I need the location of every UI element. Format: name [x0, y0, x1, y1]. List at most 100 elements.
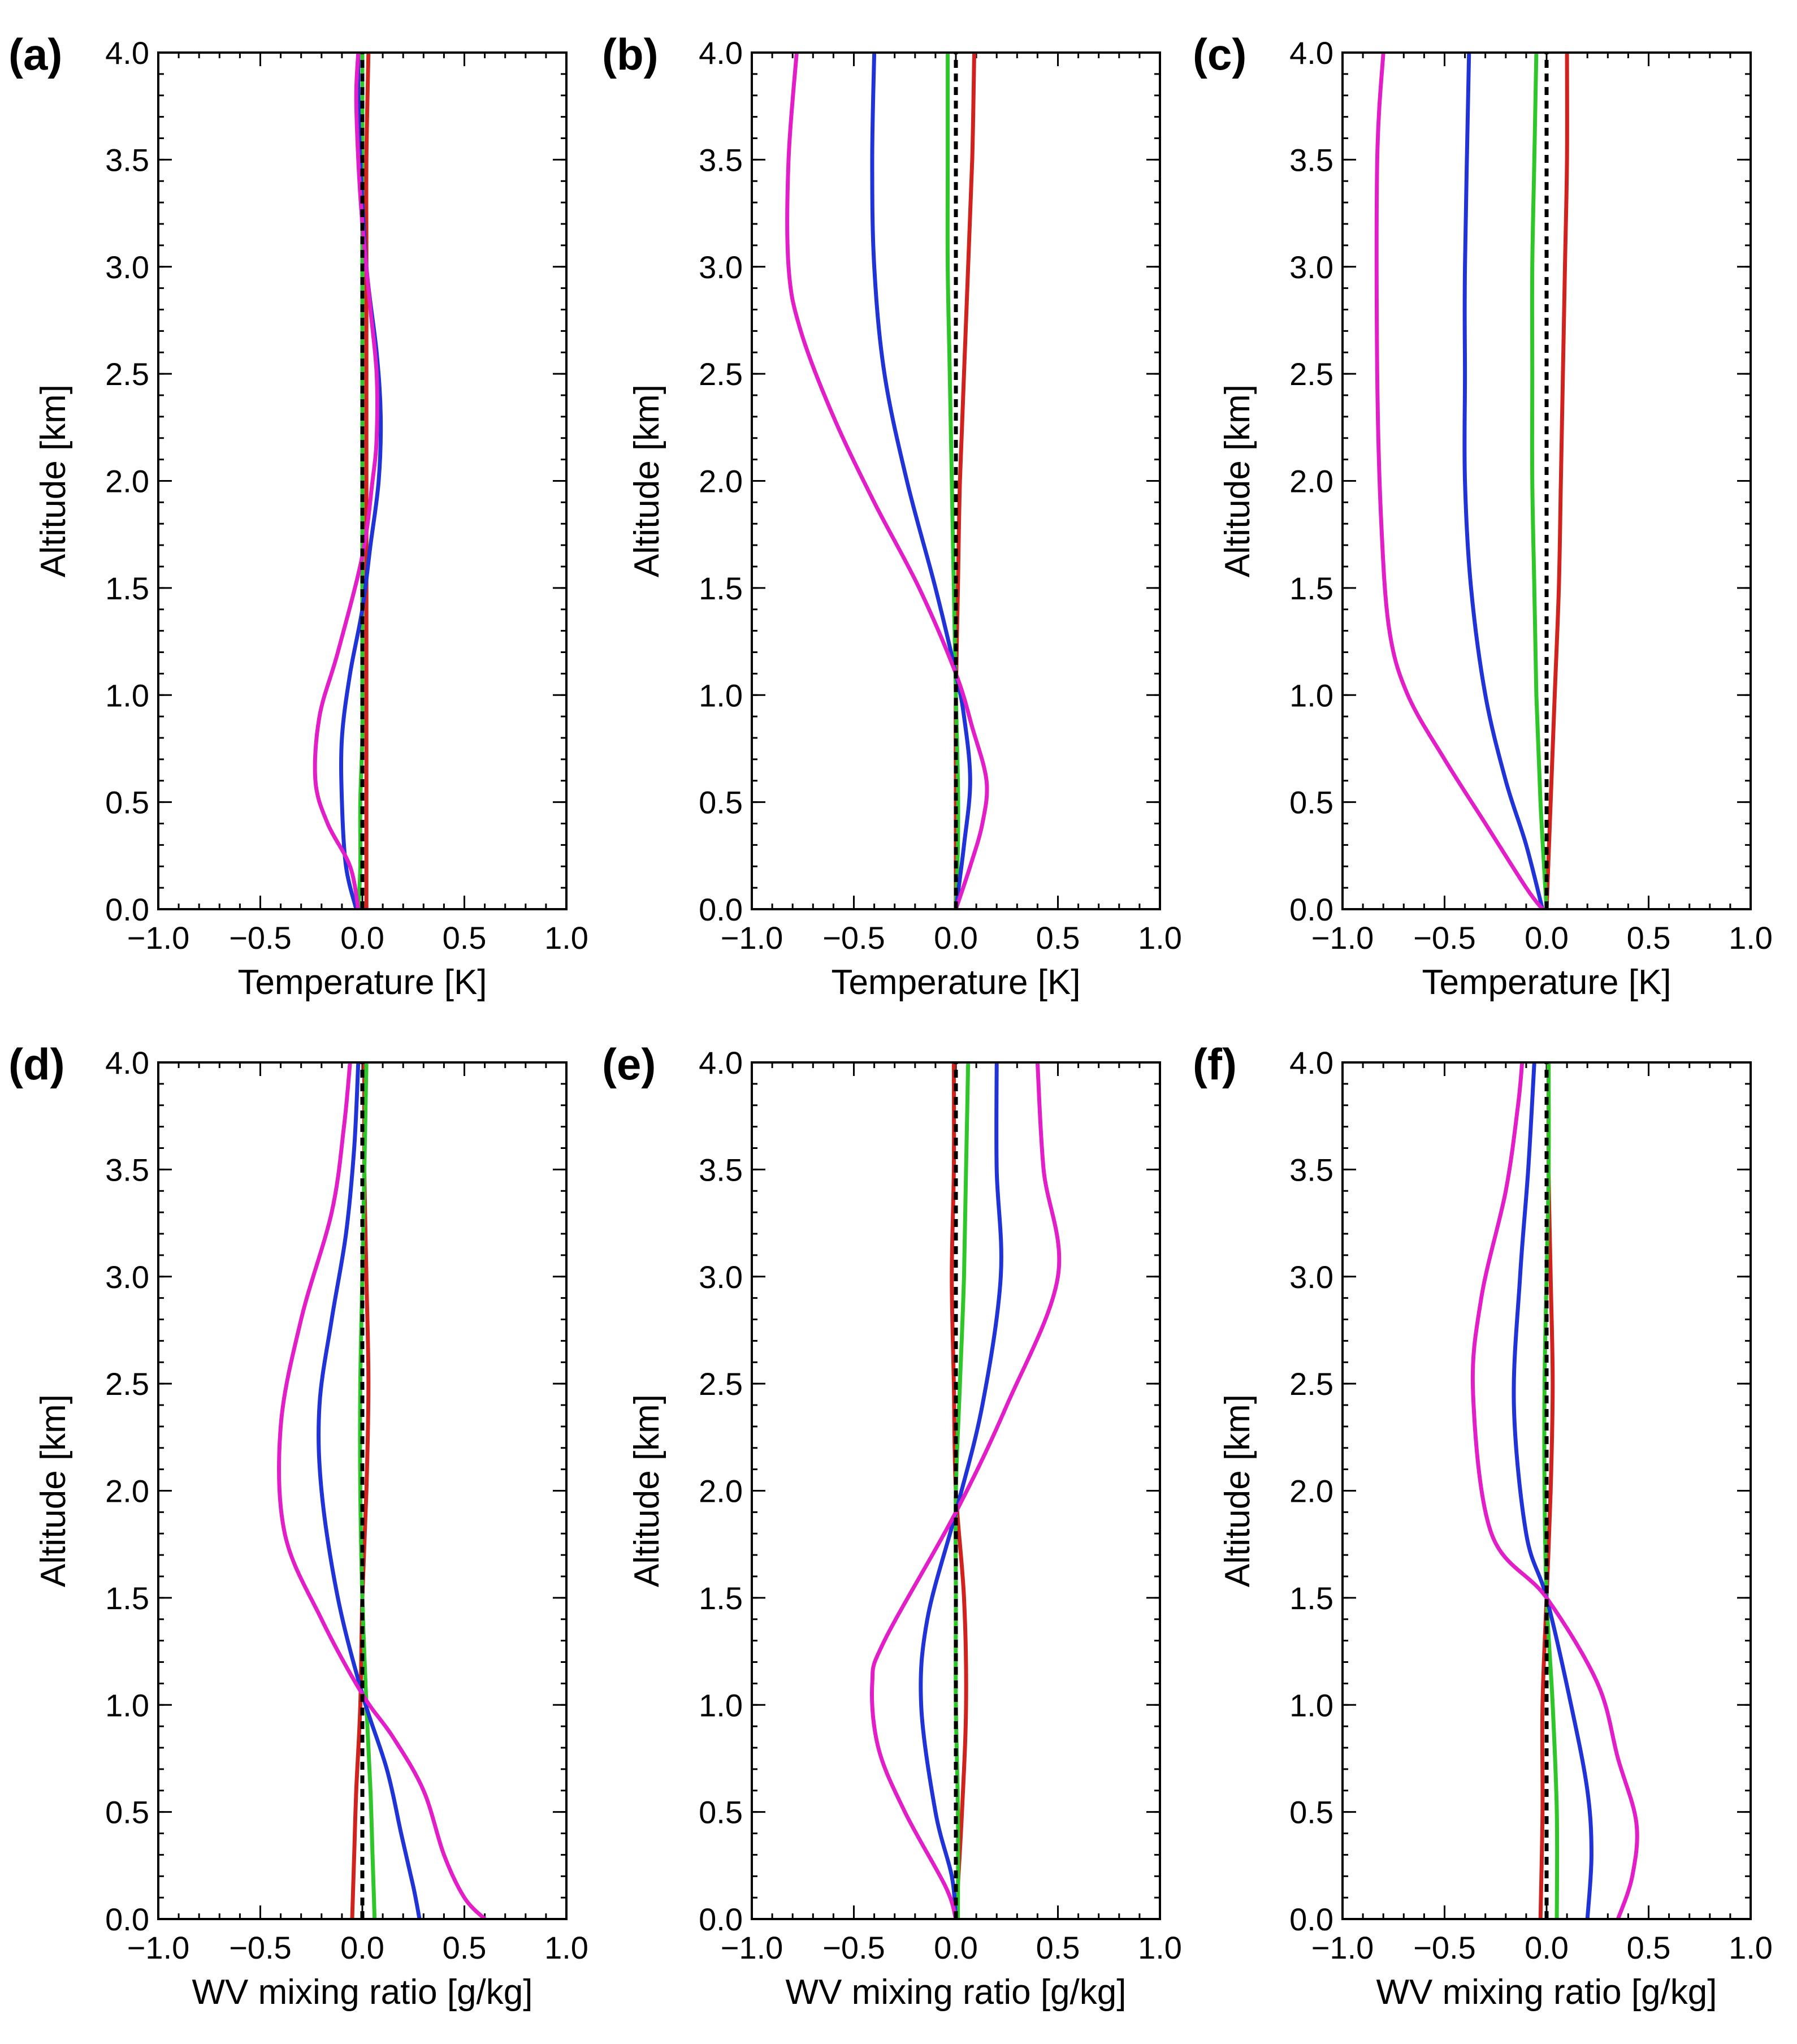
panel-label: (e) — [602, 1039, 656, 1089]
y-tick-label: 4.0 — [1289, 35, 1333, 71]
y-tick-label: 1.0 — [699, 1687, 743, 1723]
y-tick-label: 2.0 — [105, 1473, 149, 1509]
y-tick-label: 3.5 — [1289, 1152, 1333, 1187]
x-axis-title: WV mixing ratio [g/kg] — [192, 1973, 533, 2012]
series-line-green — [945, 53, 960, 909]
x-axis-title: Temperature [K] — [831, 963, 1080, 1002]
x-tick-label: 1.0 — [1138, 920, 1182, 956]
y-tick-label: 0.5 — [699, 785, 743, 820]
y-tick-label: 0.5 — [1289, 1795, 1333, 1830]
panel-label: (d) — [8, 1039, 65, 1089]
x-tick-label: 1.0 — [544, 920, 588, 956]
y-tick-label: 1.5 — [1289, 571, 1333, 606]
panel-label: (a) — [8, 29, 62, 79]
y-tick-label: 3.5 — [105, 142, 149, 178]
y-tick-label: 4.0 — [105, 35, 149, 71]
y-tick-label: 3.0 — [699, 249, 743, 285]
y-tick-label: 1.0 — [105, 1687, 149, 1723]
y-tick-label: 3.0 — [1289, 1259, 1333, 1295]
y-tick-label: 2.5 — [1289, 1366, 1333, 1402]
series-group — [1374, 53, 1569, 909]
y-tick-label: 3.5 — [105, 1152, 149, 1187]
y-tick-label: 2.5 — [699, 356, 743, 392]
panel-label: (c) — [1193, 29, 1246, 79]
y-tick-label: 0.5 — [105, 785, 149, 820]
y-tick-label: 1.5 — [105, 571, 149, 606]
y-tick-label: 3.5 — [1289, 142, 1333, 178]
series-line-green — [1530, 53, 1549, 909]
series-line-blue — [1512, 1062, 1594, 1919]
x-tick-label: −0.5 — [229, 920, 292, 956]
y-tick-label: 3.5 — [699, 142, 743, 178]
y-axis-title: Altitude [km] — [34, 1394, 73, 1587]
y-tick-label: 1.5 — [105, 1580, 149, 1616]
y-tick-label: 1.0 — [105, 677, 149, 713]
series-group — [870, 1062, 1062, 1919]
y-axis-title: Altitude [km] — [34, 384, 73, 577]
x-tick-label: 0.0 — [934, 1930, 978, 1965]
series-line-magenta — [277, 1062, 487, 1919]
series-line-blue — [317, 1062, 422, 1919]
panel-f: −1.0 −0.5 0.0 0.5 1.0 0.0 0.5 1.0 1.5 2.0 2.5 3.0 3.… — [1193, 1039, 1773, 2012]
series-line-magenta — [1470, 1062, 1639, 1919]
panel-d: −1.0 −0.5 0.0 0.5 1.0 0.0 0.5 1.0 1.5 2.0 2.5 3.0 3.… — [8, 1039, 588, 2012]
y-tick-label: 3.0 — [105, 1259, 149, 1295]
series-line-magenta — [313, 53, 379, 909]
x-tick-label: −1.0 — [127, 1930, 190, 1965]
series-group — [277, 1062, 487, 1919]
y-tick-label: 4.0 — [1289, 1045, 1333, 1081]
y-tick-label: 1.0 — [1289, 1687, 1333, 1723]
panel-e: −1.0 −0.5 0.0 0.5 1.0 0.0 0.5 1.0 1.5 2.0 2.5 3.0 3.… — [602, 1039, 1182, 2012]
x-tick-label: 0.5 — [1627, 920, 1671, 956]
y-tick-label: 1.5 — [699, 1580, 743, 1616]
panel-label: (b) — [602, 29, 659, 79]
y-tick-label: 2.0 — [105, 464, 149, 499]
y-axis-title: Altitude [km] — [627, 1394, 666, 1587]
x-tick-label: 0.5 — [1036, 1930, 1080, 1965]
plot-frame — [1341, 51, 1752, 910]
x-tick-label: −1.0 — [127, 920, 190, 956]
x-tick-label: −0.5 — [822, 1930, 885, 1965]
series-line-blue — [870, 53, 972, 909]
y-axis-title: Altitude [km] — [627, 384, 666, 577]
y-tick-label: 0.5 — [1289, 785, 1333, 820]
y-tick-label: 0.0 — [105, 892, 149, 927]
y-tick-label: 1.5 — [699, 571, 743, 606]
x-tick-label: 1.0 — [1729, 920, 1773, 956]
y-tick-label: 0.0 — [105, 1902, 149, 1937]
y-tick-label: 2.0 — [699, 1473, 743, 1509]
series-line-magenta — [785, 53, 989, 909]
y-tick-label: 4.0 — [699, 35, 743, 71]
x-tick-label: −1.0 — [1311, 920, 1374, 956]
y-axis-title: Altitude [km] — [1218, 384, 1257, 577]
panel-c: −1.0 −0.5 0.0 0.5 1.0 0.0 0.5 1.0 1.5 2.0 2.5 3.0 3.… — [1193, 29, 1773, 1002]
y-tick-label: 0.0 — [1289, 892, 1333, 927]
series-group — [785, 53, 989, 909]
y-tick-label: 2.5 — [105, 356, 149, 392]
x-tick-label: −0.5 — [822, 920, 885, 956]
series-line-magenta — [1374, 53, 1545, 909]
x-tick-label: −1.0 — [721, 1930, 783, 1965]
y-tick-label: 0.5 — [105, 1795, 149, 1830]
series-line-red — [1544, 53, 1569, 909]
x-tick-label: 0.5 — [1627, 1930, 1671, 1965]
x-tick-label: −0.5 — [1413, 920, 1476, 956]
x-axis-title: WV mixing ratio [g/kg] — [1376, 1973, 1717, 2012]
x-tick-label: 0.0 — [1525, 1930, 1569, 1965]
plot-frame — [157, 1061, 568, 1920]
y-tick-label: 1.5 — [1289, 1580, 1333, 1616]
y-tick-label: 2.5 — [699, 1366, 743, 1402]
y-tick-label: 2.0 — [1289, 1473, 1333, 1509]
y-tick-label: 0.5 — [699, 1795, 743, 1830]
y-tick-label: 2.0 — [1289, 464, 1333, 499]
series-line-red — [364, 53, 371, 909]
y-tick-label: 0.0 — [699, 1902, 743, 1937]
y-tick-label: 1.0 — [1289, 677, 1333, 713]
x-tick-label: 0.0 — [1525, 920, 1569, 956]
plot-frame — [157, 51, 568, 910]
y-tick-label: 4.0 — [699, 1045, 743, 1081]
series-group — [1470, 1062, 1639, 1919]
x-tick-label: −0.5 — [229, 1930, 292, 1965]
y-tick-label: 4.0 — [105, 1045, 149, 1081]
